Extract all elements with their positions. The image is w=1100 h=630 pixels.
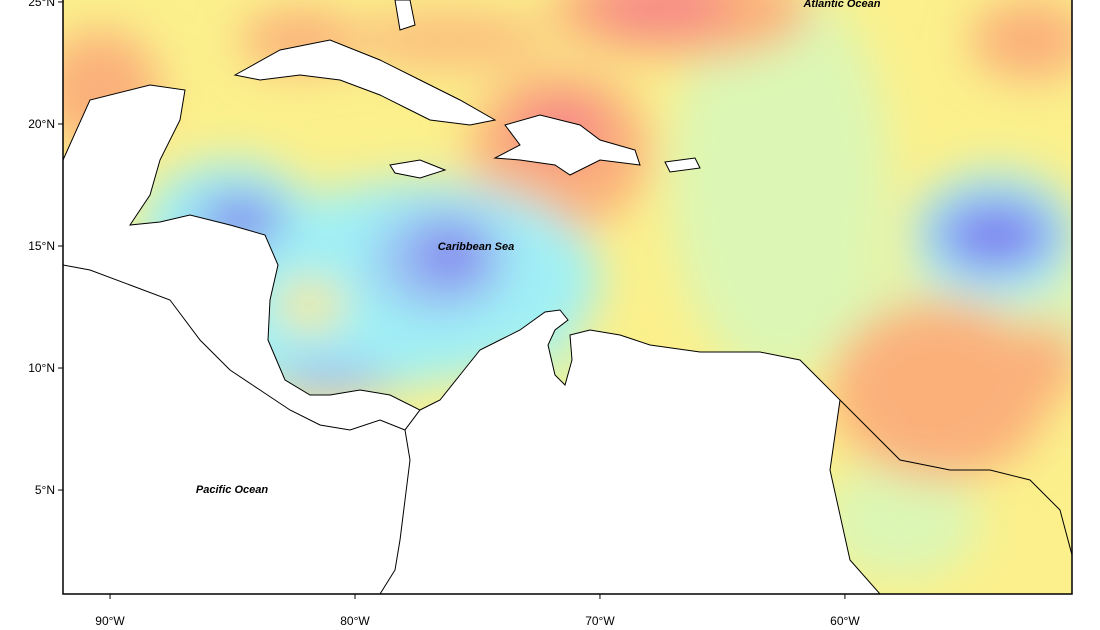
- florida: [394, 0, 416, 31]
- field-blob: [945, 205, 1045, 265]
- field-blob: [1020, 320, 1072, 400]
- ocean-label: Caribbean Sea: [438, 241, 514, 253]
- map-area: [63, 0, 1072, 594]
- south-america: [379, 309, 881, 594]
- cuba: [233, 39, 497, 126]
- x-tick-label: 70°W: [585, 614, 615, 628]
- y-tick-label: 20°N: [28, 117, 55, 131]
- y-tick-label: 10°N: [28, 361, 55, 375]
- field-blob: [275, 280, 345, 330]
- field-blob: [590, 0, 730, 30]
- central-america: [63, 84, 421, 431]
- guiana-coast: [839, 399, 1072, 556]
- y-tick-label: 15°N: [28, 239, 55, 253]
- ocean-label: Atlantic Ocean: [802, 0, 880, 10]
- x-tick-label: 60°W: [830, 614, 860, 628]
- color-field: [63, 0, 1072, 580]
- x-tick-label: 90°W: [95, 614, 125, 628]
- pacific: [63, 265, 410, 594]
- jamaica: [389, 159, 447, 179]
- ocean-label: Pacific Ocean: [196, 484, 268, 496]
- field-blob: [970, 0, 1072, 80]
- field-blob: [830, 300, 1050, 480]
- labels: Atlantic Ocean Caribbean Sea Pacific Ocean: [196, 0, 881, 496]
- field-blob: [415, 227, 485, 283]
- field-blob: [270, 365, 390, 395]
- y-tick-label: 25°N: [28, 0, 55, 9]
- frame: [62, 0, 1073, 595]
- field-blob: [670, 0, 890, 380]
- axes: 90°W 80°W 70°W 60°W 5°N 10°N 15°N 20°N 25°N: [28, 0, 860, 628]
- y-tick-label: 5°N: [35, 483, 55, 497]
- hispaniola: [493, 114, 641, 176]
- field-blob: [820, 460, 980, 580]
- x-tick-label: 80°W: [340, 614, 370, 628]
- puerto-rico: [664, 157, 701, 173]
